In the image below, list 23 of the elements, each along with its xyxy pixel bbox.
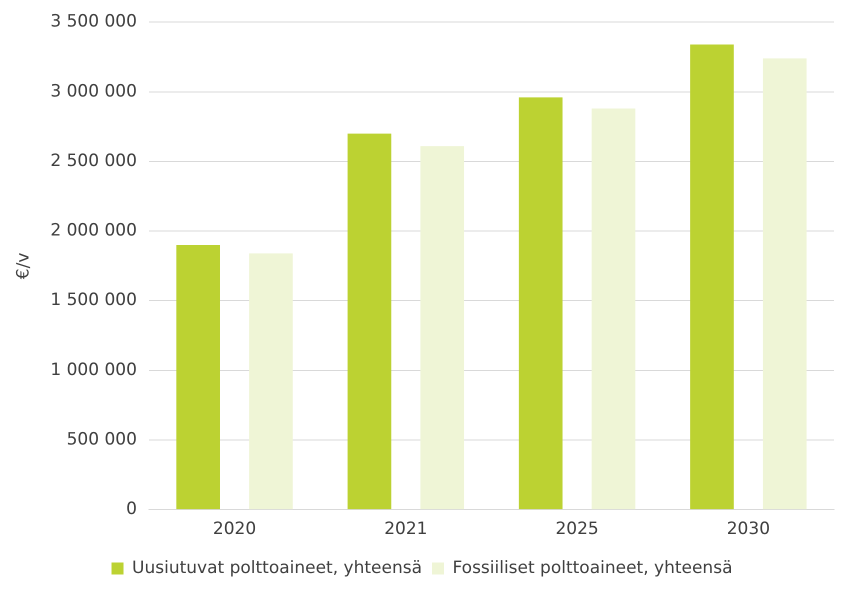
x-tick-label: 2030 [726,519,770,540]
bar [348,134,392,510]
x-tick-label: 2021 [384,519,428,540]
y-tick-label: 1 500 000 [50,290,137,310]
y-tick-label: 3 500 000 [50,12,137,32]
y-tick-label: 1 000 000 [50,360,137,380]
bar [176,245,220,510]
legend-label: Fossiiliset polttoaineet, yhteensä [452,558,732,578]
bar [690,44,734,510]
y-tick-label: 2 000 000 [50,220,137,241]
y-tick-label: 2 500 000 [50,150,137,171]
bar [762,58,807,510]
y-tick-label: 500 000 [66,429,137,450]
bar [420,146,464,510]
bar [518,97,563,510]
y-axis-title: €/v [14,252,34,280]
bar [592,108,636,510]
y-tick-label: 0 [126,499,137,520]
x-tick-label: 2025 [555,519,599,540]
y-tick-label: 3 000 000 [50,81,137,102]
x-tick-label: 2020 [212,519,256,540]
bar [249,253,293,510]
legend-label: Uusiutuvat polttoaineet, yhteensä [132,558,422,578]
